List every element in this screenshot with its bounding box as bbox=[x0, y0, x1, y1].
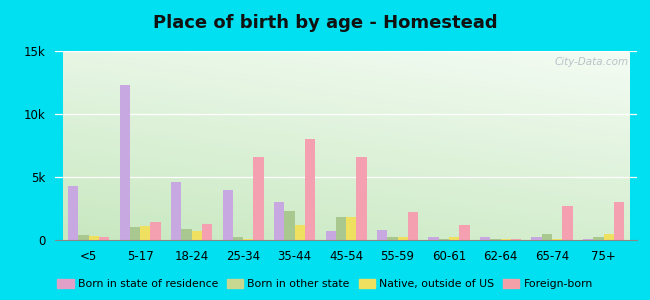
Bar bbox=[120, 85, 130, 240]
Bar bbox=[532, 238, 541, 240]
Bar bbox=[151, 222, 161, 240]
Bar bbox=[202, 224, 213, 240]
Bar bbox=[326, 231, 336, 240]
Bar bbox=[398, 238, 408, 240]
Bar bbox=[500, 239, 511, 240]
Bar bbox=[541, 234, 552, 240]
Bar bbox=[387, 238, 398, 240]
Bar bbox=[428, 238, 439, 240]
Bar bbox=[140, 226, 151, 240]
Bar bbox=[593, 238, 604, 240]
Bar bbox=[222, 190, 233, 240]
Text: City-Data.com: City-Data.com bbox=[554, 57, 629, 67]
Bar bbox=[583, 239, 593, 240]
Bar bbox=[68, 186, 79, 240]
Bar bbox=[552, 239, 562, 240]
Bar bbox=[284, 211, 294, 240]
Bar bbox=[460, 225, 470, 240]
Bar bbox=[346, 217, 356, 240]
Bar bbox=[254, 157, 264, 240]
Bar bbox=[562, 206, 573, 240]
Bar bbox=[377, 230, 387, 240]
Bar bbox=[88, 236, 99, 240]
Bar bbox=[274, 202, 284, 240]
Bar bbox=[604, 234, 614, 240]
Bar bbox=[490, 239, 501, 240]
Legend: Born in state of residence, Born in other state, Native, outside of US, Foreign-: Born in state of residence, Born in othe… bbox=[53, 274, 597, 293]
Bar bbox=[243, 239, 254, 240]
Bar bbox=[336, 217, 346, 240]
Bar bbox=[79, 235, 88, 240]
Bar bbox=[408, 212, 418, 240]
Bar bbox=[439, 239, 449, 240]
Bar bbox=[294, 225, 305, 240]
Text: Place of birth by age - Homestead: Place of birth by age - Homestead bbox=[153, 14, 497, 32]
Bar bbox=[192, 231, 202, 240]
Bar bbox=[130, 227, 140, 240]
Bar bbox=[305, 139, 315, 240]
Bar bbox=[171, 182, 181, 240]
Bar bbox=[480, 238, 490, 240]
Bar bbox=[614, 202, 624, 240]
Bar bbox=[99, 238, 109, 240]
Bar bbox=[181, 229, 192, 240]
Bar bbox=[449, 238, 460, 240]
Bar bbox=[233, 238, 243, 240]
Bar bbox=[356, 157, 367, 240]
Bar bbox=[511, 239, 521, 240]
